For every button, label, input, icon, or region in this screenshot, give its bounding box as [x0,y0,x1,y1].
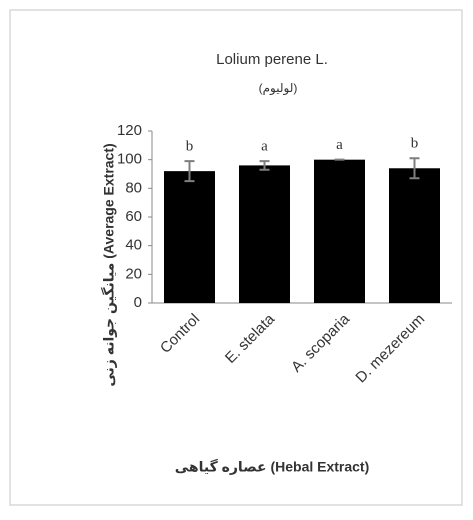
significance-label: a [261,139,268,155]
y-tick-label: 40 [125,237,142,254]
y-tick-label: 80 [125,179,142,196]
y-tick-label: 120 [117,122,142,139]
error-bar [259,160,270,171]
chart-title: Lolium perene L. [216,51,328,68]
bar [389,168,440,303]
significance-label: b [411,136,419,152]
y-tick-label: 20 [125,265,142,282]
significance-label: b [186,139,194,155]
y-tick-label: 0 [134,294,142,311]
x-axis-label: عصاره گیاهی (Hebal Extract) [175,459,370,475]
error-bar [409,157,420,180]
chart-subtitle: (لولیوم) [259,81,298,96]
bar [164,171,215,303]
bar [239,165,290,303]
chart-frame [9,9,463,506]
y-tick-label: 60 [125,208,142,225]
y-tick-label: 100 [117,151,142,168]
significance-label: a [336,137,343,153]
y-axis-label: میانگین جوانه زنی (Average Extract) [101,143,118,386]
error-bar [184,160,195,183]
bar [314,159,365,303]
